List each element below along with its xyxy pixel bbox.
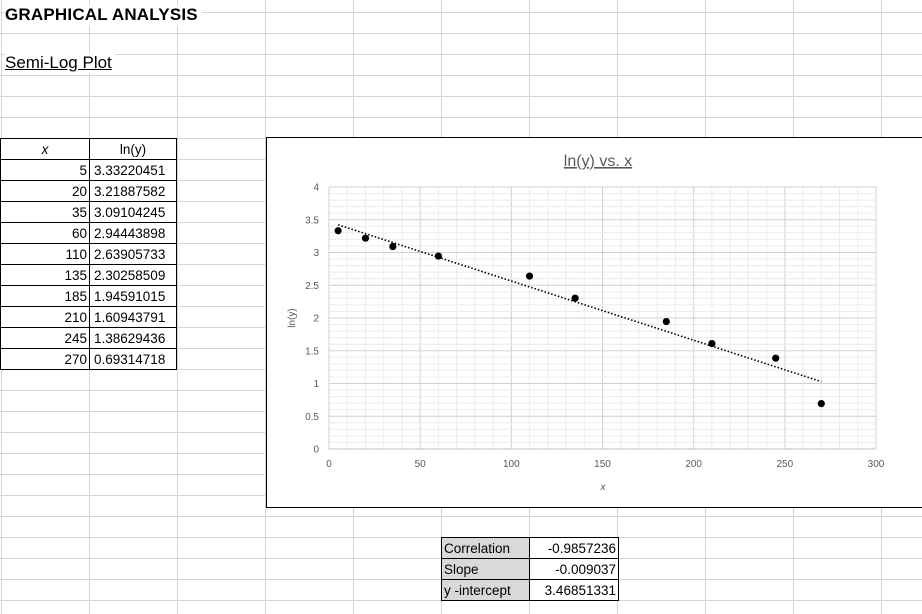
y-tick-label: 1.5 bbox=[305, 346, 319, 357]
linear-trendline bbox=[337, 224, 822, 383]
stats-table: Correlation -0.9857236 Slope -0.009037 y… bbox=[441, 537, 619, 601]
cell-x[interactable]: 245 bbox=[0, 327, 90, 349]
intercept-label[interactable]: y -intercept bbox=[441, 579, 530, 601]
table-row: 60 2.94443898 bbox=[0, 222, 177, 244]
header-x[interactable]: x bbox=[0, 138, 90, 160]
data-table: x ln(y) 5 3.33220451 20 3.21887582 35 3.09104… bbox=[0, 138, 177, 370]
table-row: 185 1.94591015 bbox=[0, 285, 177, 307]
cell-lny[interactable]: 3.21887582 bbox=[89, 180, 177, 202]
x-tick-label: 250 bbox=[776, 459, 793, 470]
x-tick-label: 300 bbox=[868, 459, 885, 470]
y-tick-label: 2.5 bbox=[305, 281, 319, 292]
cell-lny[interactable]: 1.38629436 bbox=[89, 327, 177, 349]
y-tick-label: 4 bbox=[313, 183, 319, 194]
cell-x[interactable]: 60 bbox=[0, 222, 90, 244]
correlation-value[interactable]: -0.9857236 bbox=[529, 537, 619, 559]
data-point bbox=[525, 272, 534, 280]
cell-lny[interactable]: 0.69314718 bbox=[89, 348, 177, 370]
x-tick-label: 200 bbox=[685, 459, 702, 470]
slope-label[interactable]: Slope bbox=[441, 558, 530, 580]
table-row: 35 3.09104245 bbox=[0, 201, 177, 223]
y-tick-label: 1 bbox=[313, 379, 319, 390]
stats-row-slope: Slope -0.009037 bbox=[441, 558, 619, 580]
trendline bbox=[337, 224, 822, 383]
x-tick-label: 50 bbox=[415, 459, 427, 470]
chart[interactable]: 0 50 100 150 200 250 300 0 0.5 1 1.5 2 2.5 3 3.5 4 ln(y… bbox=[266, 137, 922, 508]
table-row: 270 0.69314718 bbox=[0, 348, 177, 370]
data-point bbox=[772, 354, 780, 362]
y-tick-label: 2 bbox=[313, 314, 319, 325]
data-point bbox=[708, 339, 716, 348]
cell-lny[interactable]: 1.60943791 bbox=[89, 306, 177, 328]
data-point bbox=[817, 399, 825, 408]
intercept-value[interactable]: 3.46851331 bbox=[529, 579, 619, 601]
x-tick-label: 100 bbox=[503, 459, 520, 470]
cell-lny[interactable]: 3.09104245 bbox=[89, 201, 177, 223]
cell-lny[interactable]: 1.94591015 bbox=[89, 285, 177, 307]
cell-lny[interactable]: 2.63905733 bbox=[89, 243, 177, 265]
data-point bbox=[662, 317, 670, 326]
y-tick-label: 0.5 bbox=[305, 412, 319, 423]
table-row: 135 2.30258509 bbox=[0, 264, 177, 286]
table-row: 210 1.60943791 bbox=[0, 306, 177, 328]
cell-x[interactable]: 270 bbox=[0, 348, 90, 370]
table-row: 245 1.38629436 bbox=[0, 327, 177, 349]
y-tick-label: 3.5 bbox=[305, 215, 319, 226]
table-row: 5 3.33220451 bbox=[0, 159, 177, 181]
stats-row-intercept: y -intercept 3.46851331 bbox=[441, 579, 619, 601]
sheet-title: GRAPHICAL ANALYSIS bbox=[5, 5, 202, 25]
cell-x[interactable]: 110 bbox=[0, 243, 90, 265]
y-axis-label: ln(y) bbox=[287, 308, 298, 327]
cell-x[interactable]: 210 bbox=[0, 306, 90, 328]
cell-lny[interactable]: 2.30258509 bbox=[89, 264, 177, 286]
data-point bbox=[571, 294, 579, 302]
data-point bbox=[361, 234, 370, 242]
cell-x[interactable]: 5 bbox=[0, 159, 90, 181]
cell-x[interactable]: 35 bbox=[0, 201, 90, 223]
table-header-row: x ln(y) bbox=[0, 138, 177, 160]
cell-lny[interactable]: 3.33220451 bbox=[89, 159, 177, 181]
x-axis-label: x bbox=[600, 482, 607, 493]
slope-value[interactable]: -0.009037 bbox=[529, 558, 619, 580]
table-row: 20 3.21887582 bbox=[0, 180, 177, 202]
data-point bbox=[434, 252, 442, 260]
data-point bbox=[389, 242, 397, 251]
cell-x[interactable]: 135 bbox=[0, 264, 90, 286]
chart-svg: 0 50 100 150 200 250 300 0 0.5 1 1.5 2 2.5 3 3.5 4 ln(y… bbox=[287, 153, 885, 493]
data-point bbox=[334, 227, 342, 235]
stats-row-correlation: Correlation -0.9857236 bbox=[441, 537, 619, 559]
chart-grid bbox=[328, 186, 877, 450]
cell-x[interactable]: 20 bbox=[0, 180, 90, 202]
cell-lny[interactable]: 2.94443898 bbox=[89, 222, 177, 244]
data-points bbox=[334, 227, 825, 408]
y-tick-label: 0 bbox=[313, 445, 319, 456]
x-tick-label: 0 bbox=[326, 459, 332, 470]
x-tick-label: 150 bbox=[594, 459, 611, 470]
chart-ticks: 0 50 100 150 200 250 300 0 0.5 1 1.5 2 2.5 3 3.5 4 bbox=[305, 183, 885, 471]
header-lny[interactable]: ln(y) bbox=[89, 138, 177, 160]
chart-title: ln(y) vs. x bbox=[564, 153, 632, 170]
correlation-label[interactable]: Correlation bbox=[441, 537, 530, 559]
y-tick-label: 3 bbox=[313, 248, 319, 259]
table-row: 110 2.63905733 bbox=[0, 243, 177, 265]
sheet-subtitle: Semi-Log Plot bbox=[5, 53, 115, 73]
cell-x[interactable]: 185 bbox=[0, 285, 90, 307]
